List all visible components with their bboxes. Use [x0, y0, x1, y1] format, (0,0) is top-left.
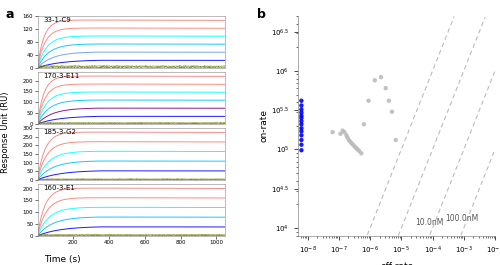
Point [355, 149, 363, 153]
Point [352, 146, 360, 150]
Point [298, 148, 306, 152]
Text: a: a [5, 8, 14, 21]
Point [377, 75, 385, 79]
Point [382, 86, 390, 90]
Point [298, 111, 306, 115]
Point [338, 129, 346, 133]
Point [358, 151, 366, 156]
Point [298, 143, 306, 147]
Point [350, 144, 358, 148]
Text: Time (s): Time (s) [44, 255, 81, 264]
Text: 185-3-G2: 185-3-G2 [43, 129, 76, 135]
Text: 170-3-E11: 170-3-E11 [43, 73, 80, 79]
Point [298, 107, 306, 112]
Point [298, 122, 306, 126]
Point [298, 103, 306, 108]
Point [392, 138, 400, 142]
Point [371, 78, 379, 82]
Point [364, 99, 372, 103]
X-axis label: off-rate: off-rate [380, 262, 414, 265]
Y-axis label: on-rate: on-rate [259, 109, 268, 142]
Text: 100.0nM: 100.0nM [446, 214, 479, 223]
Point [298, 129, 306, 134]
Point [298, 113, 306, 118]
Point [328, 130, 336, 134]
Point [298, 138, 306, 142]
Text: 10.0nM: 10.0nM [415, 218, 444, 227]
Point [342, 133, 350, 138]
Point [298, 133, 306, 138]
Point [345, 138, 353, 142]
Text: 160-3-E1: 160-3-E1 [43, 185, 75, 191]
Point [348, 141, 356, 145]
Point [346, 139, 354, 144]
Point [349, 143, 357, 147]
Point [354, 147, 362, 152]
Point [336, 132, 344, 136]
Text: b: b [258, 8, 266, 21]
Text: Response Unit (RU): Response Unit (RU) [2, 92, 11, 173]
Text: 33-1-C9: 33-1-C9 [43, 17, 71, 23]
Point [298, 126, 306, 130]
Point [388, 110, 396, 114]
Point [344, 135, 351, 140]
Point [298, 119, 306, 123]
Point [298, 99, 306, 103]
Point [298, 116, 306, 120]
Point [385, 99, 393, 103]
Point [360, 122, 368, 126]
Point [340, 130, 348, 134]
